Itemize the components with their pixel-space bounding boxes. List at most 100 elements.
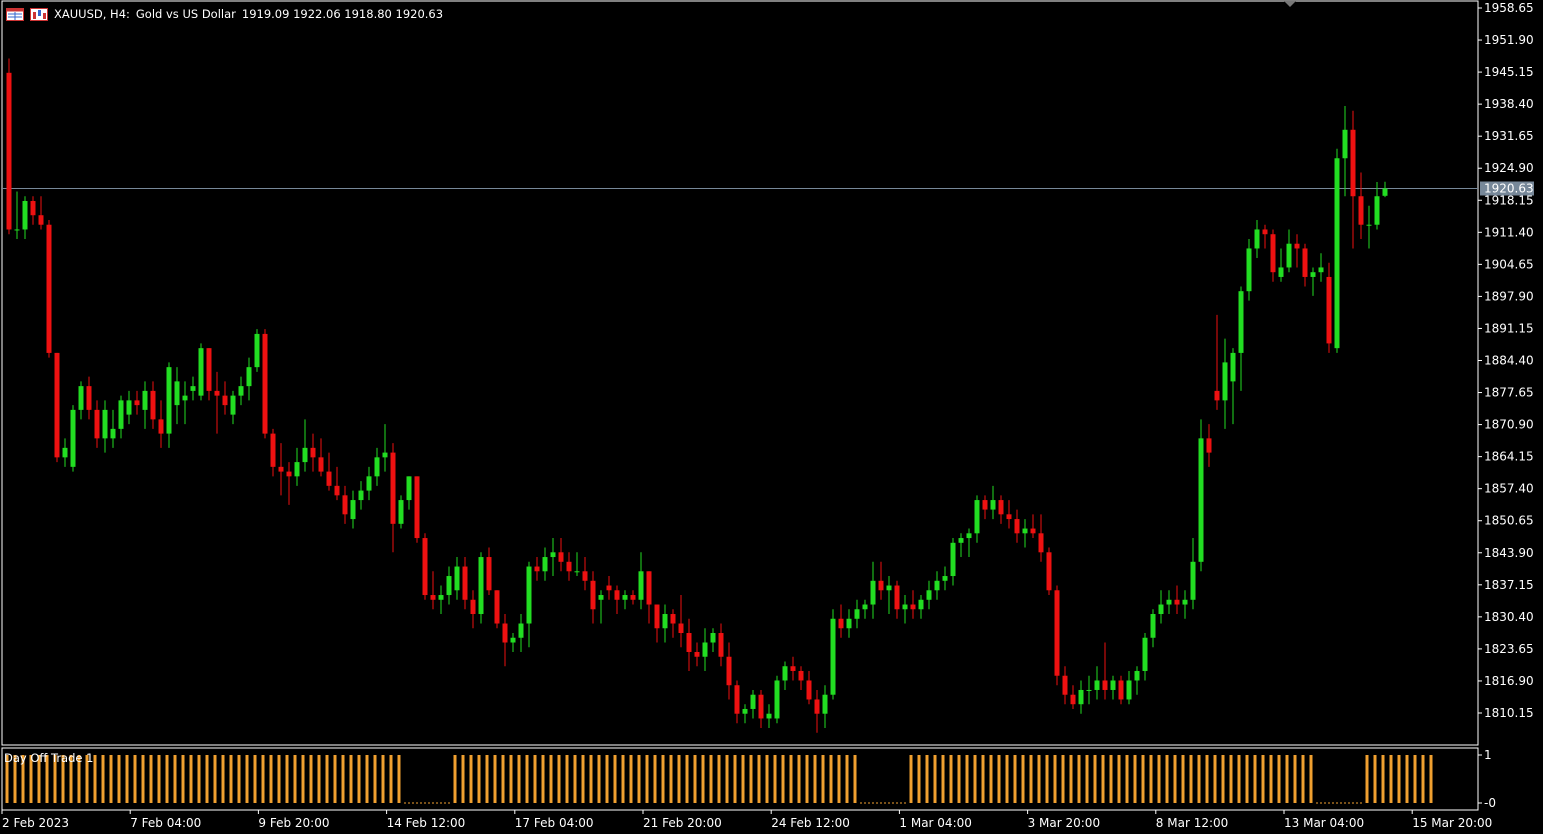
candle-body [238,386,244,396]
indicator-bar [933,755,937,803]
ohlc-values: 1919.09 1922.06 1918.80 1920.63 [241,7,444,21]
candle-body [630,595,636,600]
indicator-bar [853,755,857,803]
candle-body [214,390,220,396]
indicator-bar [309,755,313,803]
candle-body [62,447,68,458]
indicator-bar [173,755,177,803]
candle-body [670,614,676,624]
candle-body [414,476,420,539]
candle [950,538,956,586]
candle [190,376,196,401]
price-label: 1891.15 [1484,321,1534,335]
candle [958,533,964,558]
candle [598,590,604,624]
candle [366,466,372,501]
candle [1230,348,1236,425]
candle-body [774,680,780,719]
indicator-bar [509,755,513,803]
candle [1110,675,1116,700]
candle [254,329,260,372]
candle [806,670,812,705]
candle [1102,642,1108,700]
time-label: 15 Mar 20:00 [1412,816,1492,830]
candle-body [1230,352,1236,382]
candle [1078,680,1084,714]
candle [1174,585,1180,615]
candle [1158,590,1164,624]
candle [982,495,988,520]
candle [870,561,876,619]
indicator-bar [965,755,969,803]
indicator-bar [757,755,761,803]
candle [1286,229,1292,273]
price-label: 1843.90 [1484,546,1534,560]
indicator-bar [541,755,545,803]
candle [502,614,508,667]
indicator-bar [37,755,41,803]
candle-body [102,409,108,439]
candle [1262,224,1268,249]
candle [494,590,500,629]
indicator-bar [21,755,25,803]
candle [150,381,156,429]
indicator-bar [1013,755,1017,803]
indicator-bar [557,755,561,803]
candle [1238,286,1244,391]
candle-body [1006,514,1012,520]
candle [1310,267,1316,296]
candle [694,642,700,667]
candle [470,590,476,629]
indicator-axis-label: -0 [1484,796,1496,810]
candle-body [158,419,164,434]
candle-body [622,595,628,600]
candle-body [646,571,652,605]
candle [1350,110,1356,249]
candle [1366,205,1372,249]
candle-body [806,680,812,700]
indicator-bar [1237,755,1241,803]
candle-body [294,462,300,477]
candle [902,595,908,624]
indicator-bar [325,755,329,803]
candle [78,381,84,420]
candle [790,656,796,681]
candle-body [54,352,60,458]
candle-body [142,390,148,410]
candle-body [678,623,684,634]
candle-body [1086,689,1092,691]
candle-body [1262,229,1268,235]
price-label: 1837.15 [1484,578,1534,592]
candle [654,604,660,643]
candle [1198,419,1204,572]
indicator-bar [1197,755,1201,803]
candle [542,547,548,581]
current-price-label: 1920.63 [1484,181,1534,195]
chart-window-icon[interactable] [6,7,24,21]
candle-body [694,651,700,657]
candle [1126,670,1132,705]
indicator-bar [189,755,193,803]
indicator-bar [1109,755,1113,803]
indicator-bar [341,755,345,803]
chart-frame [1,0,1479,811]
candle-body [1198,438,1204,562]
indicator-bar [245,755,249,803]
indicator-bar [1389,755,1393,803]
candle [1318,253,1324,282]
candle-body [358,490,364,501]
indicator-bar [109,755,113,803]
candle [1278,248,1284,282]
time-label: 7 Feb 04:00 [130,816,201,830]
indicator-bar [837,755,841,803]
candle-body [230,395,236,415]
candle-body [1294,243,1300,249]
candle-body [926,590,932,600]
candle-body [990,500,996,510]
candle-body [942,576,948,581]
indicator-bar [1181,755,1185,803]
candle-body [1318,267,1324,273]
chart-type-icon[interactable] [30,7,48,21]
indicator-bar [13,755,17,803]
